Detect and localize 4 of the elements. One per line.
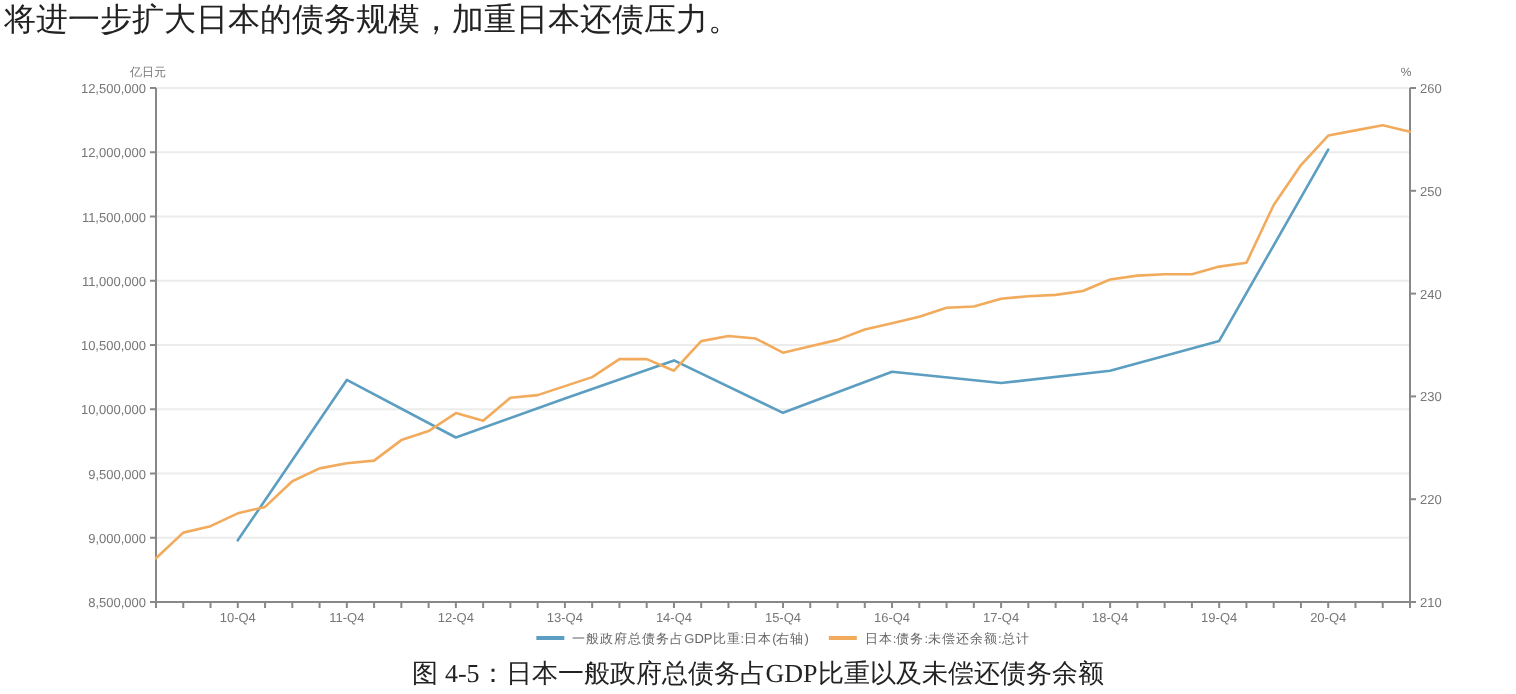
caption: 图 4-5：日本一般政府总债务占GDP比重以及未偿还债务余额 <box>412 658 1104 688</box>
line-series <box>236 148 1330 542</box>
line-series <box>154 123 1412 560</box>
text: 将进一步扩大日本的债务规模，加重日本还债压力。 <box>2 2 740 38</box>
